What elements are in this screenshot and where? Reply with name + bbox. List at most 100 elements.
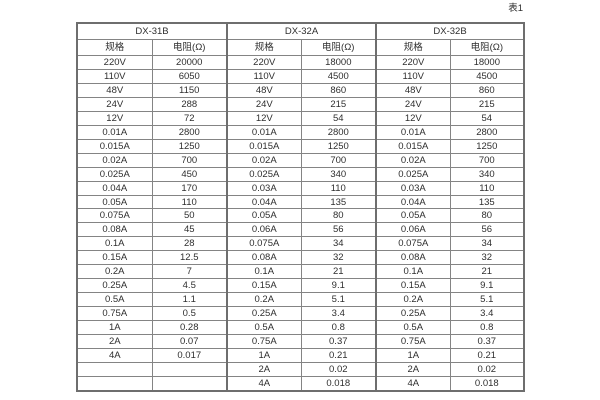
table-row: 0.1A 28 0.075A 34 0.075A 34 <box>76 236 525 252</box>
cell-spec: 0.15A <box>76 250 153 266</box>
cell-resistance: 0.37 <box>300 334 377 350</box>
cell-spec: 0.15A <box>375 278 451 294</box>
cell-resistance: 3.4 <box>449 306 525 322</box>
cell-resistance: 110 <box>449 180 525 196</box>
cell-resistance: 72 <box>151 110 228 126</box>
cell-spec: 12V <box>76 110 153 126</box>
cell-resistance: 9.1 <box>300 278 377 294</box>
cell-spec <box>76 375 153 392</box>
cell-resistance: 56 <box>300 222 377 238</box>
table-row: 0.5A 1.1 0.2A 5.1 0.2A 5.1 <box>76 292 525 308</box>
cell-resistance: 0.5 <box>151 306 228 322</box>
cell-resistance: 0.21 <box>300 348 377 363</box>
cell-spec: 0.75A <box>226 334 302 350</box>
resistance-spec-table: DX-31B DX-32A DX-32B 规格 电阻(Ω) 规格 电阻(Ω) 规格 电阻(Ω)… <box>76 22 526 392</box>
cell-resistance: 340 <box>300 166 377 182</box>
cell-spec: 0.05A <box>76 194 153 210</box>
cell-resistance: 215 <box>300 96 377 112</box>
cell-resistance: 20000 <box>151 55 228 70</box>
cell-spec: 0.025A <box>76 166 153 182</box>
table-row: 0.75A 0.5 0.25A 3.4 0.25A 3.4 <box>76 306 525 322</box>
cell-spec: 4A <box>226 375 302 392</box>
cell-spec: 0.025A <box>226 166 302 182</box>
table-caption: 表1 <box>508 3 523 14</box>
cell-spec: 4A <box>375 375 451 392</box>
table-row: 2A 0.07 0.75A 0.37 0.75A 0.37 <box>76 334 525 350</box>
cell-spec: 0.02A <box>226 152 302 168</box>
cell-spec: 110V <box>76 68 153 84</box>
cell-spec: 220V <box>375 55 451 70</box>
cell-resistance: 3.4 <box>300 306 377 322</box>
cell-resistance: 54 <box>300 110 377 126</box>
cell-resistance: 860 <box>300 82 377 98</box>
cell-spec: 48V <box>226 82 302 98</box>
cell-resistance: 1250 <box>449 138 525 154</box>
cell-resistance: 5.1 <box>300 292 377 308</box>
cell-spec: 4A <box>76 348 153 363</box>
cell-spec: 0.02A <box>76 152 153 168</box>
col-header-resistance: 电阻(Ω) <box>449 39 525 56</box>
cell-resistance: 18000 <box>300 55 377 70</box>
cell-resistance: 0.02 <box>449 361 525 377</box>
cell-resistance: 4.5 <box>151 278 228 294</box>
cell-resistance: 1150 <box>151 82 228 98</box>
cell-resistance: 4500 <box>449 68 525 84</box>
cell-resistance: 135 <box>300 194 377 210</box>
cell-spec: 0.015A <box>76 138 153 154</box>
table-body: 220V 20000 220V 18000 220V 18000 110V 6050 110V 4… <box>76 55 525 392</box>
cell-resistance: 0.37 <box>449 334 525 350</box>
cell-resistance: 50 <box>151 208 228 224</box>
cell-resistance: 34 <box>300 236 377 252</box>
cell-resistance: 215 <box>449 96 525 112</box>
cell-spec: 24V <box>375 96 451 112</box>
cell-spec: 0.04A <box>226 194 302 210</box>
col-header-spec: 规格 <box>76 39 153 56</box>
table-row: 24V 288 24V 215 24V 215 <box>76 96 525 112</box>
table-row: 4A 0.017 1A 0.21 1A 0.21 <box>76 348 525 363</box>
table-row: 12V 72 12V 54 12V 54 <box>76 110 525 126</box>
cell-spec: 0.1A <box>375 264 451 280</box>
cell-resistance: 21 <box>300 264 377 280</box>
cell-resistance: 700 <box>300 152 377 168</box>
cell-resistance: 5.1 <box>449 292 525 308</box>
cell-spec: 220V <box>76 55 153 70</box>
table-row: 0.15A 12.5 0.08A 32 0.08A 32 <box>76 250 525 266</box>
cell-spec: 0.25A <box>226 306 302 322</box>
cell-spec: 0.01A <box>226 124 302 140</box>
cell-spec: 220V <box>226 55 302 70</box>
cell-spec: 0.08A <box>76 222 153 238</box>
subheader-row: 规格 电阻(Ω) 规格 电阻(Ω) 规格 电阻(Ω) <box>76 39 525 56</box>
cell-spec: 0.02A <box>375 152 451 168</box>
table-row: 2A 0.02 2A 0.02 <box>76 361 525 377</box>
cell-resistance: 34 <box>449 236 525 252</box>
cell-spec: 0.03A <box>375 180 451 196</box>
group-header-dx-32b: DX-32B <box>375 22 525 40</box>
cell-resistance: 21 <box>449 264 525 280</box>
cell-spec: 0.075A <box>375 236 451 252</box>
cell-spec: 48V <box>76 82 153 98</box>
cell-spec: 0.15A <box>226 278 302 294</box>
cell-spec: 0.08A <box>375 250 451 266</box>
table-row: 0.08A 45 0.06A 56 0.06A 56 <box>76 222 525 238</box>
cell-spec: 24V <box>226 96 302 112</box>
cell-resistance: 45 <box>151 222 228 238</box>
cell-spec: 0.2A <box>226 292 302 308</box>
cell-spec: 0.08A <box>226 250 302 266</box>
col-header-resistance: 电阻(Ω) <box>300 39 377 56</box>
cell-spec: 1A <box>226 348 302 363</box>
cell-resistance: 0.07 <box>151 334 228 350</box>
cell-resistance: 0.8 <box>449 320 525 336</box>
table-header: DX-31B DX-32A DX-32B 规格 电阻(Ω) 规格 电阻(Ω) 规格 电阻(Ω) <box>76 22 525 56</box>
cell-spec: 0.2A <box>76 264 153 280</box>
cell-spec: 0.25A <box>375 306 451 322</box>
cell-resistance: 28 <box>151 236 228 252</box>
cell-spec: 2A <box>76 334 153 350</box>
cell-spec: 0.04A <box>375 194 451 210</box>
cell-resistance: 80 <box>300 208 377 224</box>
table-row: 110V 6050 110V 4500 110V 4500 <box>76 68 525 84</box>
cell-spec: 2A <box>375 361 451 377</box>
cell-spec: 110V <box>375 68 451 84</box>
cell-resistance: 12.5 <box>151 250 228 266</box>
cell-spec: 0.03A <box>226 180 302 196</box>
cell-resistance: 2800 <box>300 124 377 140</box>
